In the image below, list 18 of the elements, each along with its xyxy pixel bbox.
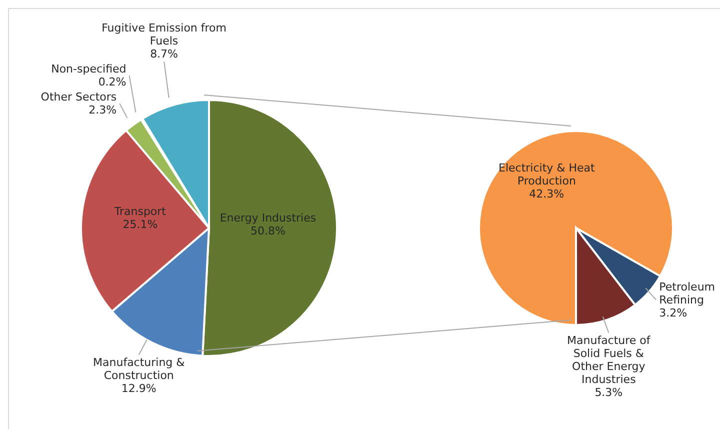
data-label: 42.3% — [529, 188, 564, 201]
data-label: 25.1% — [122, 218, 158, 231]
slice-label: Other Sectors — [40, 90, 117, 104]
data-label: 50.8% — [250, 224, 286, 238]
data-label: 5.3% — [594, 386, 623, 399]
data-label: 3.2% — [659, 306, 688, 320]
slice-label: Petroleum Refining — [659, 280, 716, 306]
slice-label: Manufacture of Solid Fuels & Other Energy Industries — [567, 334, 652, 386]
slice-label: Transport — [113, 204, 167, 218]
slice-label: Non-specified — [51, 62, 126, 76]
data-label: 12.9% — [121, 382, 156, 395]
slice-label: Electricity & Heat Production — [498, 162, 596, 188]
slice-label: Energy Industries — [220, 212, 316, 225]
slice-label: Fugitive Emission from Fuels — [102, 22, 227, 48]
data-label: 2.3% — [88, 104, 117, 117]
data-label: 8.7% — [150, 48, 178, 61]
slice-label: Manufacturing & Construction — [93, 356, 186, 382]
data-label: 0.2% — [98, 76, 126, 89]
